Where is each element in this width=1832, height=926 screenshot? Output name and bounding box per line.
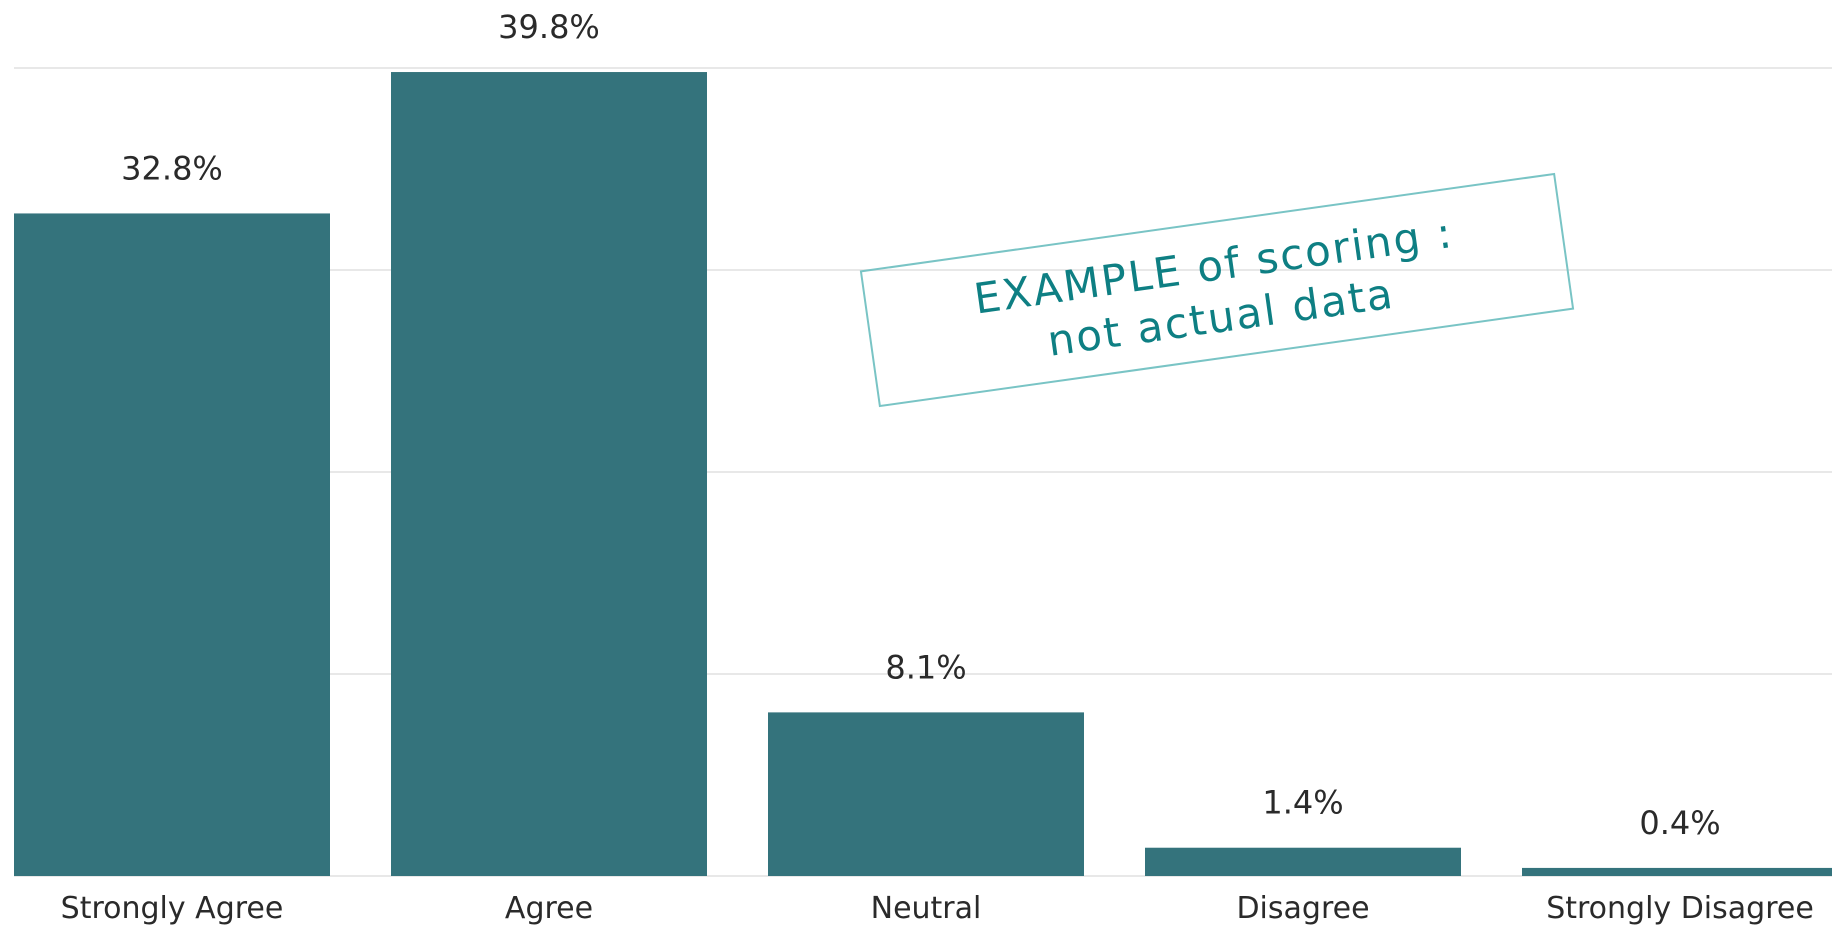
- bar-neutral: [768, 712, 1084, 876]
- bar-strongly-agree: [14, 213, 330, 876]
- bar-strongly-disagree: [1522, 867, 1832, 876]
- x-tick-label: Agree: [505, 891, 593, 926]
- data-label: 0.4%: [1639, 804, 1720, 842]
- example-watermark: EXAMPLE of scoring : not actual data: [859, 172, 1575, 408]
- x-tick-label: Strongly Agree: [61, 891, 284, 926]
- x-tick-labels: Strongly Agree Agree Neutral Disagree Strong…: [61, 891, 1814, 926]
- bars: [14, 72, 1832, 877]
- data-label: 32.8%: [121, 149, 223, 187]
- data-label: 8.1%: [885, 648, 966, 686]
- bar-disagree: [1145, 847, 1461, 876]
- x-tick-label: Disagree: [1236, 891, 1369, 926]
- x-tick-label: Strongly Disagree: [1546, 891, 1814, 926]
- data-label: 39.8%: [498, 8, 600, 46]
- data-labels: 32.8% 39.8% 8.1% 1.4% 0.4%: [121, 8, 1720, 842]
- bar-agree: [391, 72, 707, 877]
- watermark-frame: [859, 172, 1575, 408]
- data-label: 1.4%: [1262, 784, 1343, 822]
- x-tick-label: Neutral: [871, 891, 982, 926]
